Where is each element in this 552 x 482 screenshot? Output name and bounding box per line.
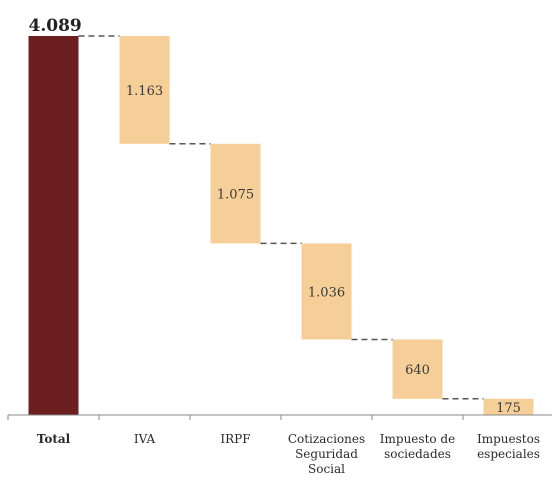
bars-group	[28, 36, 534, 415]
bar-component	[483, 398, 534, 415]
x-axis-ticks	[7, 415, 464, 420]
category-label: IVA	[134, 432, 156, 446]
value-label: 1.075	[217, 188, 254, 203]
category-label: Cotizaciones Seguridad Social	[288, 432, 365, 476]
value-labels-group: 4.089 1.163 1.075 1.036 640 175	[29, 16, 521, 416]
value-label: 640	[405, 363, 430, 378]
connector-lines	[78, 35, 484, 400]
bar-component	[119, 36, 170, 144]
category-label: Total	[37, 432, 71, 446]
bar-total	[28, 36, 79, 415]
category-label: IRPF	[220, 432, 250, 446]
value-label: 1.036	[308, 285, 345, 300]
bar-component	[210, 143, 261, 244]
category-label: Impuesto de sociedades	[380, 432, 455, 461]
value-label: 175	[496, 401, 521, 416]
value-label: 1.163	[126, 84, 163, 99]
bar-component	[301, 243, 352, 340]
bar-component	[392, 339, 443, 399]
category-label: Impuestos especiales	[477, 432, 540, 461]
value-label: 4.089	[29, 16, 82, 36]
category-labels-group: Total IVA IRPF Cotizaciones Seguridad Social I…	[37, 432, 540, 476]
